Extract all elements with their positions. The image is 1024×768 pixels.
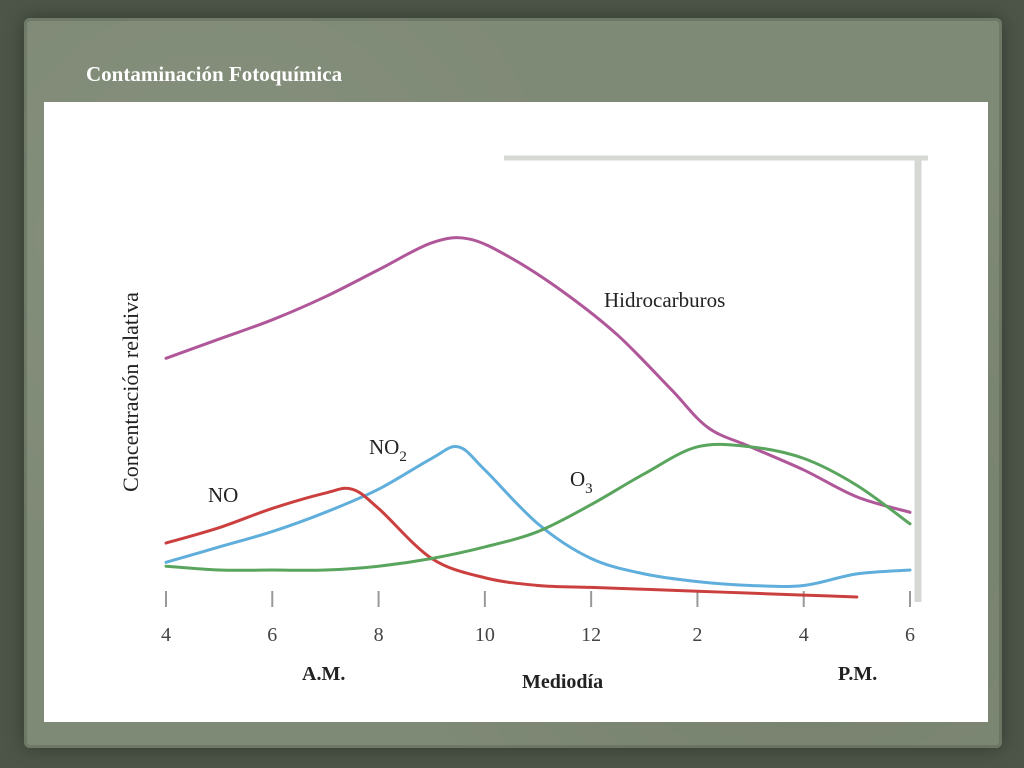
series-line-1 [164, 445, 912, 588]
series-line-0 [164, 236, 912, 514]
y-axis-label: Concentración relativa [118, 292, 143, 492]
x-tick-label-0: 4 [161, 624, 171, 646]
series-label-no2: NO2 [369, 435, 407, 465]
series-label-no: NO [208, 483, 238, 507]
series-lines [164, 236, 912, 599]
am-label: A.M. [302, 663, 345, 685]
x-tick-label-2: 8 [374, 624, 384, 646]
x-tick-label-7: 6 [905, 624, 915, 646]
series-line-3 [164, 442, 912, 572]
x-tick-label-1: 6 [267, 624, 277, 646]
chart-panel: 4 6 8 10 12 2 4 6 Hidrocarburos NO2 O3 NO Conce… [44, 102, 988, 722]
x-tick-label-3: 10 [475, 624, 495, 646]
series-line-2 [164, 486, 859, 599]
x-axis-label: Mediodía [522, 671, 603, 693]
series-label-o3: O3 [570, 467, 593, 497]
slide-title: Contaminación Fotoquímica [86, 62, 343, 86]
pm-label: P.M. [838, 663, 877, 685]
x-tick-label-6: 4 [799, 624, 809, 646]
x-tick-label-5: 2 [692, 624, 702, 646]
photochemical-chart: 4 6 8 10 12 2 4 6 Hidrocarburos NO2 O3 NO Conce… [118, 155, 928, 693]
series-label-hidrocarburos: Hidrocarburos [604, 288, 725, 312]
x-axis: 4 6 8 10 12 2 4 6 [161, 155, 928, 646]
x-tick-label-4: 12 [581, 624, 601, 646]
